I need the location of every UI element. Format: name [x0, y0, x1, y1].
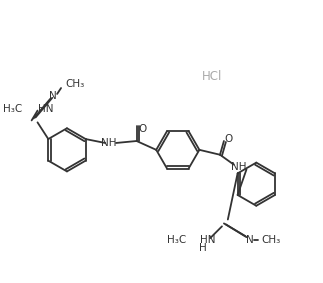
Text: H: H [199, 243, 207, 253]
Text: H₃C: H₃C [167, 235, 187, 245]
Text: N: N [245, 235, 253, 245]
Text: H₃C: H₃C [3, 104, 22, 114]
Text: CH₃: CH₃ [65, 79, 84, 89]
Text: O: O [138, 124, 147, 134]
Text: NH: NH [101, 138, 117, 148]
Text: HCl: HCl [202, 70, 222, 83]
Text: NH: NH [231, 162, 246, 173]
Text: CH₃: CH₃ [261, 235, 280, 245]
Text: N: N [49, 91, 57, 101]
Text: HN: HN [37, 104, 53, 114]
Text: O: O [225, 134, 233, 144]
Text: HN: HN [200, 235, 216, 245]
